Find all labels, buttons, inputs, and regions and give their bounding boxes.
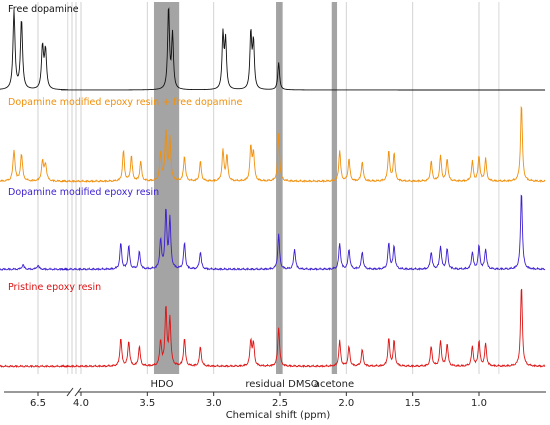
trace-0	[0, 7, 546, 91]
series-label-1: Dopamine modified epoxy resin + free dop…	[8, 97, 243, 108]
series-label-0: Free dopamine	[8, 4, 79, 15]
solvent-bands	[153, 2, 338, 374]
dmso-band-label: residual DMSO	[245, 379, 318, 390]
spectra-traces	[0, 7, 546, 369]
acetone-band	[331, 2, 338, 374]
series-label-2: Dopamine modified epoxy resin	[8, 187, 159, 198]
trace-3	[0, 288, 546, 369]
acetone-band-label: acetone	[314, 379, 354, 390]
x-axis-label: Chemical shift (ppm)	[226, 410, 331, 421]
series-label-3: Pristine epoxy resin	[8, 282, 101, 293]
x-tick-label: 3.0	[206, 398, 222, 409]
x-tick-label: 1.0	[471, 398, 487, 409]
hdo-band-label: HDO	[150, 379, 173, 390]
x-tick-label: 1.5	[405, 398, 421, 409]
dmso-band	[276, 2, 283, 374]
series-labels: Free dopamine Dopamine modified epoxy res…	[8, 4, 243, 293]
axis-break-mark	[74, 387, 82, 397]
x-tick-label: 4.0	[73, 398, 89, 409]
trace-1	[0, 105, 546, 184]
x-tick-label: 2.0	[338, 398, 354, 409]
x-tick-label: 6.5	[30, 398, 46, 409]
axis-break-mark	[66, 387, 74, 397]
x-tick-label: 2.5	[272, 398, 288, 409]
x-axis: 6.5 4.0 3.5 3.0 2.5 2.0 1.5 1.0	[4, 387, 546, 409]
trace-2	[0, 194, 546, 272]
x-tick-label: 3.5	[139, 398, 155, 409]
